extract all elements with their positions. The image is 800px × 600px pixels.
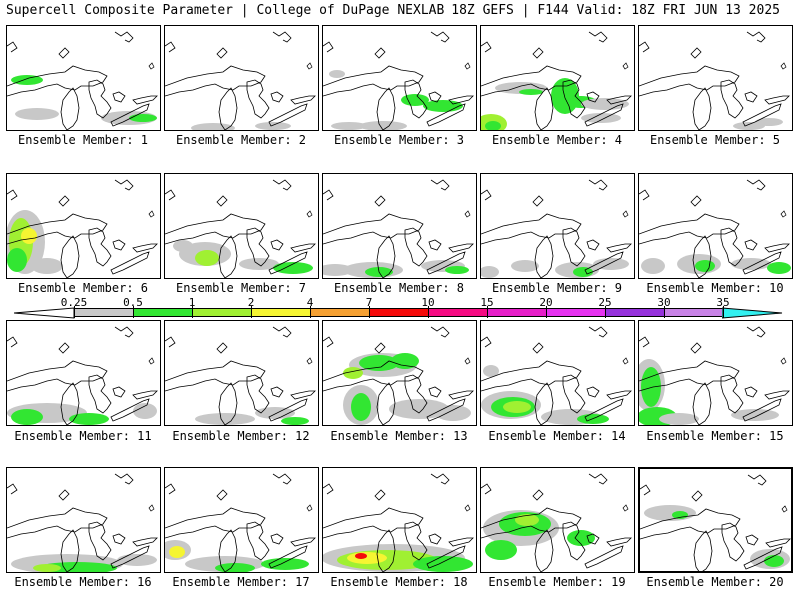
colorbar-tick-mark xyxy=(605,306,606,318)
member-map xyxy=(7,31,158,130)
ensemble-panel-5[interactable] xyxy=(638,25,793,131)
ensemble-panel-14[interactable] xyxy=(480,320,635,426)
member-label: Ensemble Member: 10 xyxy=(646,281,784,295)
member-map xyxy=(323,326,474,425)
member-map xyxy=(7,473,158,572)
ensemble-panel-3[interactable] xyxy=(322,25,477,131)
member-label: Ensemble Member: 17 xyxy=(172,575,310,589)
ensemble-panel-20[interactable] xyxy=(638,467,793,573)
ensemble-panel-10[interactable] xyxy=(638,173,793,279)
ensemble-panel-9[interactable] xyxy=(480,173,635,279)
colorbar-tick-label: 0.5 xyxy=(123,296,143,309)
colorbar-segment xyxy=(310,308,369,317)
member-map xyxy=(165,31,316,130)
member-map xyxy=(481,31,632,130)
colorbar-segment xyxy=(605,308,664,317)
colorbar-segment xyxy=(251,308,310,317)
member-label: Ensemble Member: 18 xyxy=(330,575,468,589)
member-map xyxy=(639,179,791,278)
member-map xyxy=(481,179,632,278)
colorbar-tick-label: 20 xyxy=(539,296,553,309)
colorbar-tick-label: 4 xyxy=(306,296,314,309)
colorbar-tick-label: 15 xyxy=(480,296,494,309)
ensemble-panel-8[interactable] xyxy=(322,173,477,279)
colorbar-tick-mark xyxy=(192,306,193,318)
member-label: Ensemble Member: 16 xyxy=(14,575,152,589)
colorbar-tick-mark xyxy=(487,306,488,318)
member-map xyxy=(323,31,474,130)
member-label: Ensemble Member: 11 xyxy=(14,429,152,443)
member-label: Ensemble Member: 1 xyxy=(17,133,149,147)
member-map xyxy=(165,326,316,425)
member-label: Ensemble Member: 13 xyxy=(330,429,468,443)
colorbar-segment xyxy=(369,308,428,317)
colorbar-tick-mark xyxy=(723,306,724,318)
colorbar-segment xyxy=(192,308,251,317)
member-map xyxy=(323,179,474,278)
member-map xyxy=(640,474,791,571)
colorbar-tick-mark xyxy=(74,306,75,318)
colorbar-tick-mark xyxy=(369,306,370,318)
ensemble-panel-13[interactable] xyxy=(322,320,477,426)
colorbar-segment xyxy=(664,308,723,317)
colorbar-tick-label: 0.25 xyxy=(60,296,88,309)
colorbar-segment xyxy=(428,308,487,317)
member-label: Ensemble Member: 20 xyxy=(646,575,784,589)
member-map xyxy=(323,473,474,572)
colorbar-tick-label: 2 xyxy=(247,296,255,309)
member-map xyxy=(7,326,158,425)
ensemble-panel-2[interactable] xyxy=(164,25,319,131)
colorbar-segment xyxy=(133,308,192,317)
colorbar-tick-label: 25 xyxy=(598,296,612,309)
colorbar-tick-mark xyxy=(546,306,547,318)
colorbar-tick-label: 30 xyxy=(657,296,671,309)
member-map xyxy=(7,179,158,278)
colorbar-segment xyxy=(546,308,605,317)
colorbar-segment xyxy=(487,308,546,317)
page-title: Supercell Composite Parameter | College … xyxy=(6,3,445,18)
colorbar-tick-label: 10 xyxy=(421,296,435,309)
member-label: Ensemble Member: 14 xyxy=(488,429,626,443)
member-label: Ensemble Member: 15 xyxy=(646,429,784,443)
ensemble-panel-6[interactable] xyxy=(6,173,161,279)
member-label: Ensemble Member: 19 xyxy=(488,575,626,589)
member-label: Ensemble Member: 8 xyxy=(333,281,465,295)
colorbar-right-arrow xyxy=(722,307,783,319)
ensemble-panel-7[interactable] xyxy=(164,173,319,279)
member-label: Ensemble Member: 3 xyxy=(333,133,465,147)
ensemble-panel-12[interactable] xyxy=(164,320,319,426)
colorbar-tick-mark xyxy=(664,306,665,318)
member-label: Ensemble Member: 9 xyxy=(491,281,623,295)
ensemble-panel-17[interactable] xyxy=(164,467,319,573)
member-label: Ensemble Member: 2 xyxy=(175,133,307,147)
ensemble-panel-4[interactable] xyxy=(480,25,635,131)
member-label: Ensemble Member: 6 xyxy=(17,281,149,295)
colorbar-tick-label: 7 xyxy=(365,296,373,309)
member-map xyxy=(639,326,790,425)
run-info: 18Z GEFS | F144 Valid: 18Z FRI JUN 13 20… xyxy=(451,3,780,18)
ensemble-panel-18[interactable] xyxy=(322,467,477,573)
member-map xyxy=(165,179,316,278)
colorbar-tick-mark xyxy=(133,306,134,318)
colorbar-segment xyxy=(74,308,133,317)
ensemble-panel-1[interactable] xyxy=(6,25,161,131)
member-map xyxy=(165,473,316,572)
ensemble-panel-11[interactable] xyxy=(6,320,161,426)
member-map xyxy=(481,473,632,572)
member-label: Ensemble Member: 5 xyxy=(649,133,781,147)
member-label: Ensemble Member: 4 xyxy=(491,133,623,147)
ensemble-panel-19[interactable] xyxy=(480,467,635,573)
colorbar-tick-mark xyxy=(310,306,311,318)
ensemble-panel-16[interactable] xyxy=(6,467,161,573)
colorbar-tick-mark xyxy=(428,306,429,318)
colorbar-tick-label: 1 xyxy=(188,296,196,309)
ensemble-panel-15[interactable] xyxy=(638,320,793,426)
member-map xyxy=(481,326,632,425)
member-map xyxy=(639,31,790,130)
colorbar-tick-label: 35 xyxy=(716,296,730,309)
member-label: Ensemble Member: 7 xyxy=(175,281,307,295)
member-label: Ensemble Member: 12 xyxy=(172,429,310,443)
colorbar-tick-mark xyxy=(251,306,252,318)
